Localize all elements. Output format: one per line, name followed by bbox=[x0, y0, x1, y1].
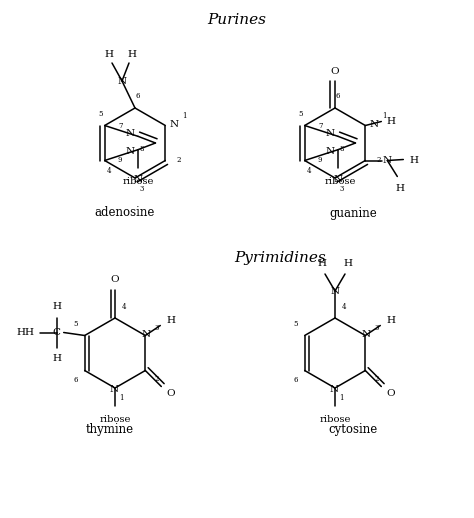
Text: 2: 2 bbox=[376, 155, 381, 164]
Text: H: H bbox=[344, 260, 353, 268]
Text: 3: 3 bbox=[374, 324, 379, 332]
Text: N: N bbox=[118, 77, 127, 85]
Text: 8: 8 bbox=[339, 145, 344, 153]
Text: 4: 4 bbox=[306, 167, 311, 176]
Text: O: O bbox=[166, 389, 174, 398]
Text: N: N bbox=[109, 384, 118, 394]
Text: 4: 4 bbox=[122, 303, 126, 311]
Text: ribose: ribose bbox=[122, 177, 154, 186]
Text: 7: 7 bbox=[118, 122, 123, 131]
Text: H: H bbox=[318, 260, 327, 268]
Text: 6: 6 bbox=[136, 92, 140, 100]
Text: 3: 3 bbox=[140, 185, 144, 193]
Text: 1: 1 bbox=[119, 394, 123, 402]
Text: ribose: ribose bbox=[319, 415, 351, 424]
Text: 8: 8 bbox=[139, 145, 144, 153]
Text: H: H bbox=[16, 328, 25, 337]
Text: N: N bbox=[326, 147, 335, 156]
Text: 5: 5 bbox=[299, 110, 303, 119]
Text: adenosine: adenosine bbox=[95, 207, 155, 220]
Text: 5: 5 bbox=[73, 321, 78, 328]
Text: H: H bbox=[128, 50, 137, 59]
Text: 3: 3 bbox=[154, 324, 158, 332]
Text: H: H bbox=[387, 117, 396, 126]
Text: C: C bbox=[53, 328, 61, 337]
Text: H: H bbox=[387, 316, 396, 325]
Text: N: N bbox=[142, 330, 151, 339]
Text: ribose: ribose bbox=[99, 415, 131, 424]
Text: N: N bbox=[362, 330, 371, 339]
Text: thymine: thymine bbox=[86, 424, 134, 437]
Text: N: N bbox=[383, 156, 392, 165]
Text: 4: 4 bbox=[342, 303, 346, 311]
Text: O: O bbox=[331, 66, 339, 76]
Text: H: H bbox=[167, 316, 176, 325]
Text: H: H bbox=[52, 354, 61, 363]
Text: 2: 2 bbox=[154, 375, 159, 382]
Text: 1: 1 bbox=[182, 111, 187, 120]
Text: H: H bbox=[52, 302, 61, 311]
Text: ribose: ribose bbox=[324, 177, 356, 186]
Text: O: O bbox=[386, 389, 395, 398]
Text: N: N bbox=[330, 286, 339, 295]
Text: 2: 2 bbox=[176, 155, 181, 164]
Text: 9: 9 bbox=[318, 156, 322, 164]
Text: 4: 4 bbox=[107, 167, 111, 176]
Text: Pyrimidines: Pyrimidines bbox=[234, 251, 326, 265]
Text: guanine: guanine bbox=[329, 207, 377, 220]
Text: 2: 2 bbox=[374, 375, 379, 382]
Text: 6: 6 bbox=[73, 377, 78, 384]
Text: H: H bbox=[410, 156, 419, 165]
Text: H: H bbox=[104, 50, 113, 59]
Text: 9: 9 bbox=[118, 156, 122, 164]
Text: 1: 1 bbox=[382, 111, 387, 120]
Text: O: O bbox=[111, 276, 119, 284]
Text: 7: 7 bbox=[319, 122, 323, 131]
Text: H: H bbox=[396, 184, 405, 193]
Text: N: N bbox=[326, 129, 335, 138]
Text: N: N bbox=[333, 176, 343, 184]
Text: N: N bbox=[134, 176, 143, 184]
Text: N: N bbox=[170, 120, 179, 129]
Text: H: H bbox=[24, 328, 33, 337]
Text: 6: 6 bbox=[336, 92, 340, 100]
Text: Purines: Purines bbox=[208, 13, 266, 27]
Text: 5: 5 bbox=[293, 321, 298, 328]
Text: N: N bbox=[370, 120, 379, 129]
Text: 1: 1 bbox=[339, 394, 343, 402]
Text: 6: 6 bbox=[293, 377, 298, 384]
Text: cytosine: cytosine bbox=[328, 424, 378, 437]
Text: N: N bbox=[126, 129, 135, 138]
Text: 5: 5 bbox=[99, 110, 103, 119]
Text: N: N bbox=[329, 384, 338, 394]
Text: 3: 3 bbox=[340, 185, 344, 193]
Text: N: N bbox=[126, 147, 135, 156]
